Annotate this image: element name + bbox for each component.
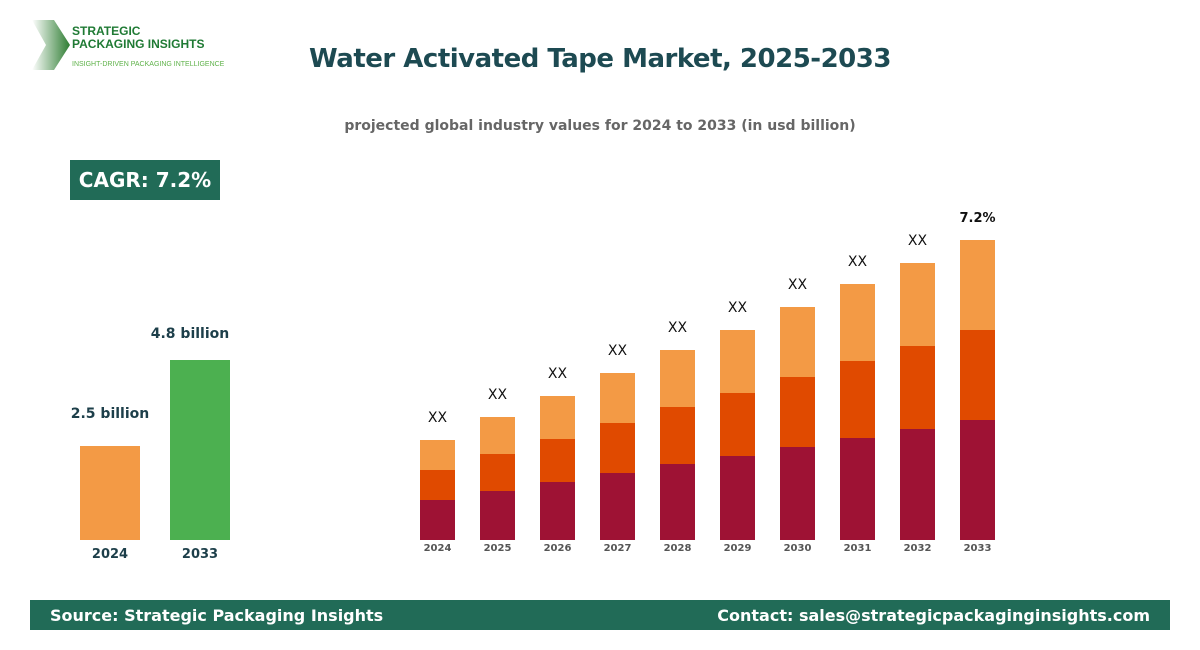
bar-segment-2024-0	[420, 500, 455, 540]
bar-segment-2026-2	[540, 396, 575, 439]
x-tick-label-2026: 2026	[544, 543, 572, 554]
data-label-2024: XX	[428, 410, 448, 426]
data-label-2026: XX	[548, 366, 568, 382]
logo-name: STRATEGIC PACKAGING INSIGHTS	[72, 25, 222, 51]
summary-label-2033: 4.8 billion	[150, 326, 230, 342]
data-label-2032: XX	[908, 233, 928, 249]
bar-segment-2033-0	[960, 420, 995, 540]
logo-tagline: INSIGHT-DRIVEN PACKAGING INTELLIGENCE	[72, 61, 225, 68]
bar-segment-2033-2	[960, 240, 995, 330]
bar-segment-2025-0	[480, 491, 515, 540]
bar-segment-2027-0	[600, 473, 635, 540]
bar-segment-2030-0	[780, 447, 815, 540]
bar-segment-2026-1	[540, 439, 575, 482]
chart-title: Water Activated Tape Market, 2025-2033	[309, 44, 891, 74]
x-tick-label-2027: 2027	[604, 543, 632, 554]
x-tick-label-2033: 2033	[964, 543, 992, 554]
stacked-bar-chart: XX 2024 XX 2025 XX 2026 XX 2027 XX 2028 XX 2029 XX 20…	[420, 211, 996, 554]
x-tick-label-2030: 2030	[784, 543, 812, 554]
bar-segment-2030-1	[780, 377, 815, 447]
bar-segment-2032-0	[900, 429, 935, 540]
cagr-badge: CAGR: 7.2%	[70, 160, 220, 200]
x-tick-label-2032: 2032	[904, 543, 932, 554]
bar-segment-2029-2	[720, 330, 755, 393]
data-label-2025: XX	[488, 387, 508, 403]
bar-segment-2029-1	[720, 393, 755, 456]
summary-year-2033: 2033	[181, 547, 219, 562]
data-label-2027: XX	[608, 343, 628, 359]
bar-segment-2024-1	[420, 470, 455, 500]
data-label-2028: XX	[668, 320, 688, 336]
source-text: Source: Strategic Packaging Insights	[50, 605, 384, 625]
summary-label-2024: 2.5 billion	[70, 406, 150, 422]
x-tick-label-2024: 2024	[424, 543, 452, 554]
bar-segment-2026-0	[540, 482, 575, 540]
bar-segment-2033-1	[960, 330, 995, 420]
data-label-2031: XX	[848, 254, 868, 270]
logo-line2: PACKAGING INSIGHTS	[72, 37, 205, 51]
x-tick-label-2029: 2029	[724, 543, 752, 554]
summary-bar-2033	[170, 360, 230, 540]
bar-segment-2028-1	[660, 407, 695, 464]
bar-segment-2031-1	[840, 361, 875, 438]
bar-segment-2024-2	[420, 440, 455, 470]
data-label-2033: 7.2%	[959, 211, 995, 226]
bar-segment-2027-1	[600, 423, 635, 473]
bar-segment-2027-2	[600, 373, 635, 423]
bar-segment-2025-1	[480, 454, 515, 491]
bar-segment-2032-1	[900, 346, 935, 429]
data-label-2029: XX	[728, 300, 748, 316]
bar-segment-2031-0	[840, 438, 875, 540]
contact-text[interactable]: Contact: sales@strategicpackaginginsight…	[717, 605, 1150, 625]
bar-segment-2032-2	[900, 263, 935, 346]
footer-bar: Source: Strategic Packaging Insights Con…	[30, 600, 1170, 630]
bar-segment-2025-2	[480, 417, 515, 454]
bar-segment-2029-0	[720, 456, 755, 540]
summary-bar-2024	[80, 446, 140, 540]
chart-subtitle: projected global industry values for 202…	[344, 118, 856, 134]
bar-segment-2030-2	[780, 307, 815, 377]
bar-segment-2031-2	[840, 284, 875, 361]
x-tick-label-2031: 2031	[844, 543, 872, 554]
data-label-2030: XX	[788, 277, 808, 293]
logo-chevron-icon	[32, 20, 70, 70]
bar-segment-2028-0	[660, 464, 695, 540]
x-tick-label-2028: 2028	[664, 543, 692, 554]
x-tick-label-2025: 2025	[484, 543, 512, 554]
bar-segment-2028-2	[660, 350, 695, 407]
logo-line1: STRATEGIC	[72, 24, 141, 38]
summary-year-2024: 2024	[91, 547, 129, 562]
